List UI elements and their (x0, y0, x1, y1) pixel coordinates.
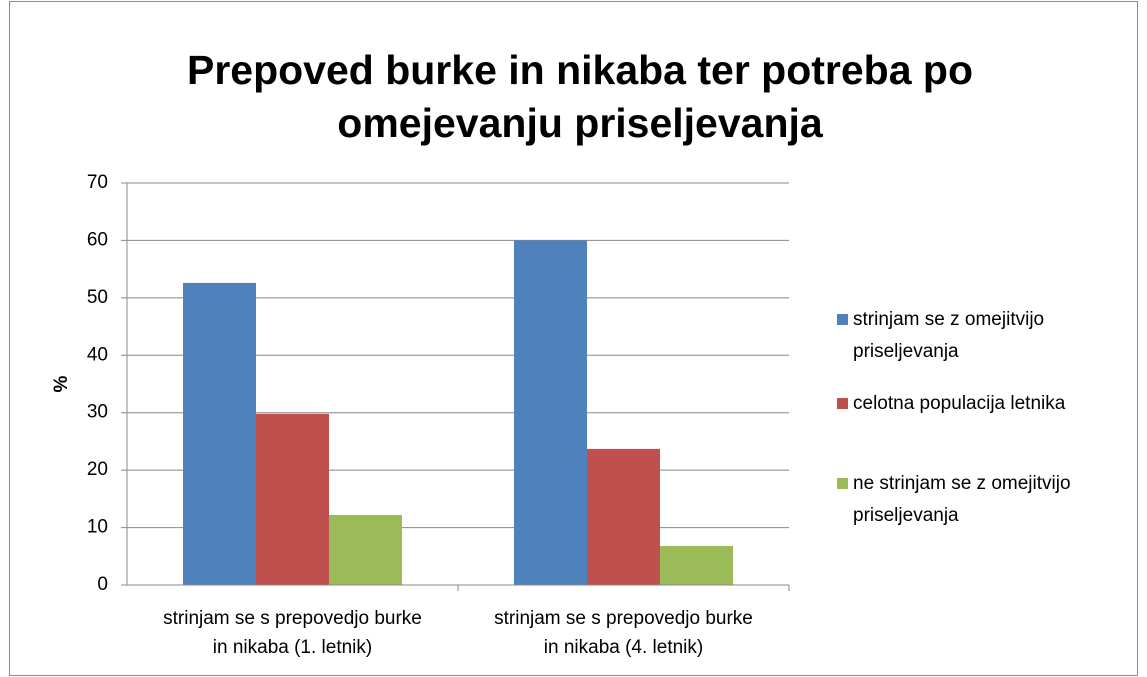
chart-title: Prepoved burke in nikaba ter potreba po … (186, 47, 973, 146)
x-tick-label: strinjam se s prepovedjo burke in nikaba… (494, 608, 753, 658)
x-tick-label: strinjam se s prepovedjo burke in nikaba… (163, 608, 422, 658)
legend-label: ne strinjam se z omejitvijo priseljevanj… (853, 473, 1071, 526)
legend-label: strinjam se z omejitvijo priseljevanja (853, 309, 1045, 362)
y-tick-label: 20 (87, 459, 108, 480)
legend-swatch (837, 314, 848, 325)
bar (183, 282, 256, 585)
bar (514, 240, 587, 585)
legend-label: celotna populacija letnika (853, 393, 1066, 414)
chart-border (9, 1, 1138, 676)
y-tick-label: 40 (87, 344, 108, 365)
legend-swatch (837, 478, 848, 489)
y-tick-label: 60 (87, 229, 108, 250)
bar (660, 545, 733, 585)
y-tick-label: 30 (87, 402, 108, 423)
bar (256, 413, 329, 585)
y-tick-label: 70 (87, 172, 108, 193)
y-tick-label: 0 (97, 574, 108, 595)
bar (587, 448, 660, 585)
y-axis-label: % (51, 375, 72, 392)
bar (329, 514, 402, 585)
y-tick-label: 50 (87, 287, 108, 308)
y-tick-label: 10 (87, 517, 108, 538)
legend-swatch (837, 398, 848, 409)
